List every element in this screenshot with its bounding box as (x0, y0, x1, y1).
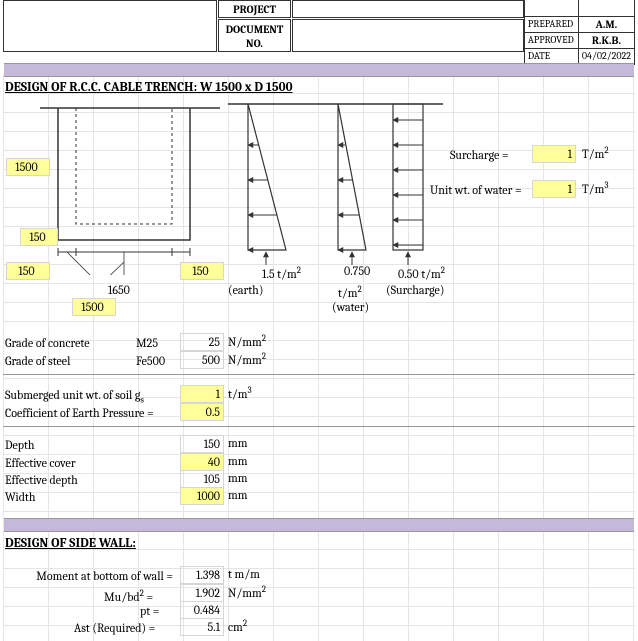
surcharge-val[interactable]: 1 (532, 145, 576, 163)
pt-val: 0.484 (180, 601, 224, 619)
earth-lab: (earth) (228, 281, 263, 299)
water-lab: (water) (332, 298, 369, 316)
hdr-prepared-lab: PREPARED (524, 16, 578, 32)
water-val: 0.750 (344, 262, 370, 280)
moment-lab: Moment at bottom of wall = (36, 567, 173, 585)
ec-lab: Effective cover (5, 454, 76, 472)
earth-val: 1.5 t/m2 (262, 262, 301, 283)
surch-lab: (Surcharge) (386, 281, 444, 299)
sub-unit: t/m3 (228, 386, 252, 401)
surcharge-lab: Surcharge = (450, 146, 509, 164)
gs-val: 500 (180, 351, 224, 369)
separator-2 (3, 426, 635, 427)
kep-val[interactable]: 0.5 (180, 403, 224, 421)
hdr-approved-val[interactable]: R.K.B. (578, 32, 634, 48)
header-meta-table: PREPAREDA.M. APPROVEDR.K.B. DATE04/02/20… (524, 0, 635, 65)
docno-value-box (292, 19, 524, 52)
separator-1 (3, 374, 635, 375)
section-title-sidewall: DESIGN OF SIDE WALL: (5, 536, 136, 551)
gs-lab: Grade of steel (5, 352, 70, 370)
mubd-val: 1.902 (180, 584, 224, 602)
hdr-prepared-val[interactable]: A.M. (578, 16, 634, 32)
project-value-box (292, 0, 524, 18)
sub-val[interactable]: 1 (180, 385, 224, 403)
gc-val: 25 (180, 333, 224, 351)
width-unit: mm (228, 488, 248, 502)
uww-val[interactable]: 1 (532, 180, 576, 198)
depth-lab: Depth (5, 436, 35, 454)
section-bar-1 (4, 63, 634, 77)
hdr-revision-val (578, 0, 634, 16)
kep-lab: Coefficient of Earth Pressure = (5, 404, 154, 422)
pt-lab: pt = (140, 602, 159, 620)
dim-inner-width[interactable]: 1500 (72, 298, 116, 316)
moment-val: 1.398 (180, 566, 224, 584)
moment-unit: t m/m (228, 567, 260, 581)
ec-val[interactable]: 40 (180, 453, 224, 471)
surcharge-unit: T/m2 (582, 146, 609, 161)
ed-unit: mm (228, 471, 248, 485)
section-title-trench: DESIGN OF R.C.C. CABLE TRENCH: W 1500 x … (5, 80, 293, 95)
ec-unit: mm (228, 454, 248, 468)
ast-val: 5.1 (180, 618, 224, 636)
ast-lab: Ast (Required) = (74, 619, 155, 637)
mubd-unit: N/mm2 (228, 585, 266, 600)
width-lab: Width (5, 488, 35, 506)
gs-name[interactable]: Fe500 (136, 352, 165, 370)
hdr-date-val[interactable]: 04/02/2022 (578, 48, 634, 64)
surch-val: 0.50 t/m2 (398, 262, 445, 283)
ed-lab: Effective depth (5, 471, 78, 489)
gc-unit: N/mm2 (228, 334, 266, 349)
ast-unit: cm2 (228, 619, 247, 634)
dim-thk-left[interactable]: 150 (6, 262, 50, 280)
dim-outer-width: 1650 (108, 281, 130, 299)
ed-val: 105 (180, 470, 224, 488)
title-box (3, 0, 217, 52)
project-label: PROJECT (218, 0, 291, 18)
pressure-diagrams (228, 100, 443, 270)
depth-unit: mm (228, 436, 248, 450)
dim-depth[interactable]: 1500 (6, 158, 50, 176)
gs-unit: N/mm2 (228, 352, 266, 367)
dim-thk-bot[interactable]: 150 (20, 228, 58, 246)
hdr-approved-lab: APPROVED (524, 32, 578, 48)
section-bar-2 (4, 518, 634, 532)
gc-lab: Grade of concrete (5, 334, 90, 352)
dim-thk-right[interactable]: 150 (180, 262, 224, 280)
trench-diagram (40, 100, 220, 275)
uww-lab: Unit wt. of water = (430, 181, 522, 199)
width-val[interactable]: 1000 (180, 487, 224, 505)
gc-name[interactable]: M25 (136, 334, 158, 352)
depth-val: 150 (180, 435, 224, 453)
uww-unit: T/m3 (582, 181, 608, 196)
hdr-revision-lab (524, 0, 578, 16)
hdr-date-lab: DATE (524, 48, 578, 64)
docno-label: DOCUMENT NO. (218, 19, 291, 52)
